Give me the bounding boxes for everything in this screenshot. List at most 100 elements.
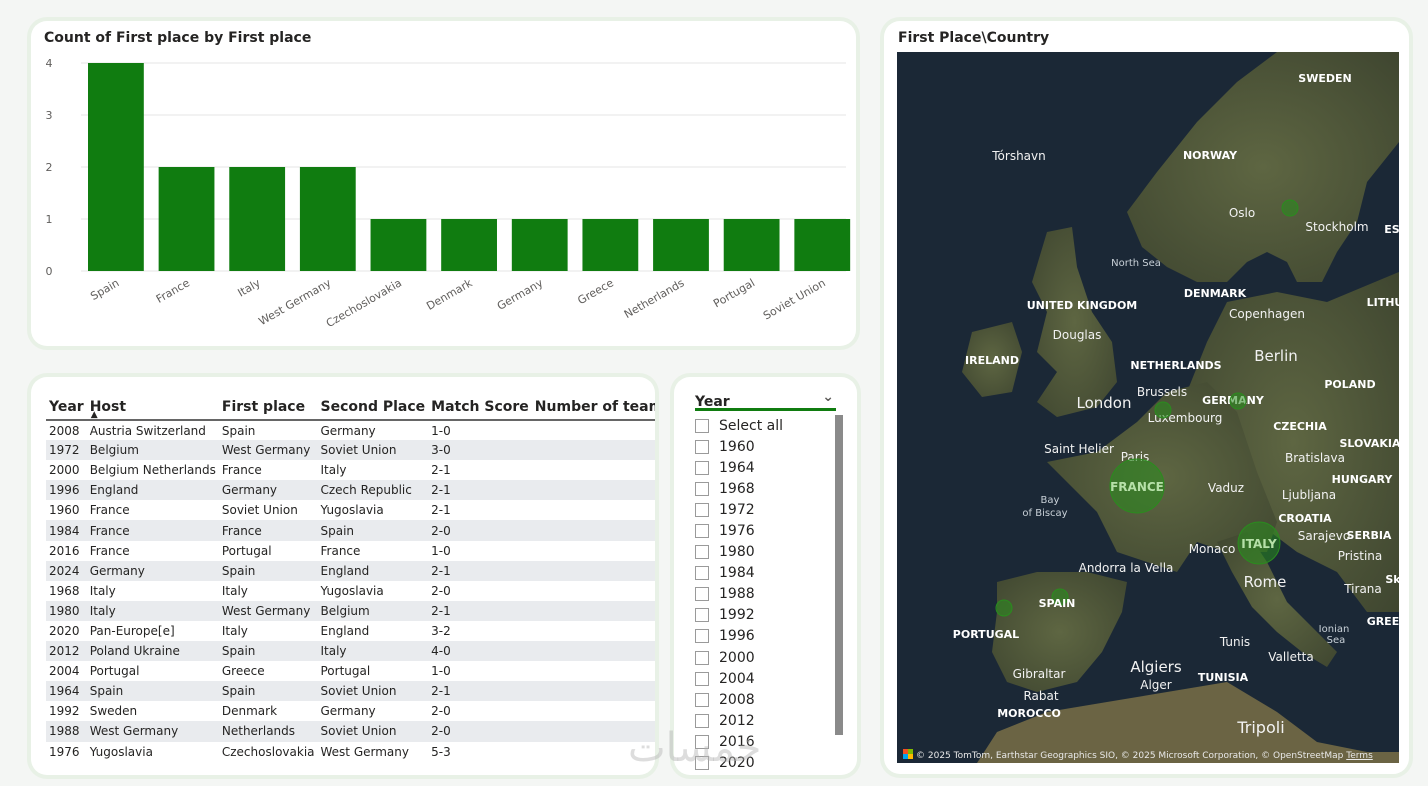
table-row[interactable]: 2016 France Portugal France 1-0 24 bbox=[46, 541, 655, 561]
checkbox[interactable] bbox=[695, 756, 709, 770]
table-cell: 2-0 bbox=[431, 583, 451, 598]
checkbox[interactable] bbox=[695, 566, 709, 581]
slicer-item-1964[interactable]: 1964 bbox=[695, 457, 835, 478]
checkbox[interactable] bbox=[695, 608, 709, 623]
slicer-item-1972[interactable]: 1972 bbox=[695, 499, 835, 520]
slicer-item-2016[interactable]: 2016 bbox=[695, 731, 835, 752]
col-header-year[interactable]: Year bbox=[46, 390, 87, 421]
table-row[interactable]: 2020 Pan-Europe[e] Italy England 3-2 24 bbox=[46, 621, 655, 641]
table-row[interactable]: 1988 West Germany Netherlands Soviet Union 2… bbox=[46, 721, 655, 742]
y-tick-label: 4 bbox=[46, 57, 53, 70]
bar-chart-card[interactable]: Count of First place by First place 0 1 2 3… bbox=[31, 21, 856, 346]
slicer-item-1996[interactable]: 1996 bbox=[695, 626, 835, 647]
checkbox[interactable] bbox=[695, 418, 709, 433]
land-scandinavia bbox=[1127, 52, 1399, 282]
bar-netherlands[interactable] bbox=[653, 219, 709, 271]
slicer-item-2004[interactable]: 2004 bbox=[695, 668, 835, 689]
portugal-bubble[interactable] bbox=[995, 599, 1013, 617]
slicer-item-select-all[interactable]: Select all bbox=[695, 415, 835, 436]
chevron-down-icon[interactable]: ⌄ bbox=[822, 389, 834, 405]
checkbox[interactable] bbox=[695, 439, 709, 454]
slicer-item-label: 2000 bbox=[719, 649, 755, 666]
bar-west-germany[interactable] bbox=[299, 167, 356, 271]
slicer-item-2008[interactable]: 2008 bbox=[695, 689, 835, 710]
bar-portugal[interactable] bbox=[723, 219, 780, 271]
bar-spain[interactable] bbox=[88, 63, 144, 271]
bar-greece[interactable] bbox=[582, 219, 639, 271]
slicer-item-1988[interactable]: 1988 bbox=[695, 584, 835, 605]
bar-italy[interactable] bbox=[229, 167, 286, 271]
slicer-item-1984[interactable]: 1984 bbox=[695, 563, 835, 584]
slicer-item-2020[interactable]: 2020 bbox=[695, 753, 835, 770]
table-cell: Netherlands bbox=[218, 721, 318, 742]
table-cell: 24 bbox=[532, 541, 655, 561]
map-title: First Place\Country bbox=[898, 30, 1050, 46]
slicer-header[interactable]: Year ⌄ bbox=[695, 389, 836, 411]
col-header-first-place[interactable]: First place bbox=[218, 390, 318, 421]
checkbox[interactable] bbox=[695, 629, 709, 644]
table-cell: 8 bbox=[531, 721, 655, 742]
checkbox[interactable] bbox=[695, 545, 709, 560]
col-header-match-score[interactable]: Match Score bbox=[428, 390, 532, 421]
checkbox[interactable] bbox=[695, 502, 709, 517]
bar-france[interactable] bbox=[158, 167, 215, 271]
checkbox[interactable] bbox=[695, 460, 709, 475]
slicer-item-2012[interactable]: 2012 bbox=[695, 710, 835, 731]
checkbox[interactable] bbox=[695, 734, 709, 749]
table-row[interactable]: 2000 Belgium Netherlands France Italy 2-1 16 bbox=[46, 460, 655, 480]
slicer-item-1976[interactable]: 1976 bbox=[695, 520, 835, 541]
table-row[interactable]: 1976 Yugoslavia Czechoslovakia West Germany… bbox=[46, 742, 655, 762]
germany-bubble[interactable] bbox=[1229, 392, 1247, 410]
year-slicer-card[interactable]: Year ⌄ Select all 1960 1964 1968 1972 1976 198… bbox=[674, 377, 857, 775]
slicer-scrollbar[interactable] bbox=[835, 415, 843, 735]
checkbox[interactable] bbox=[695, 692, 709, 707]
bar-germany[interactable] bbox=[511, 219, 568, 271]
checkbox[interactable] bbox=[695, 713, 709, 728]
table-row[interactable]: 1968 Italy Italy Yugoslavia 2-0 4 bbox=[46, 581, 655, 601]
bar-denmark[interactable] bbox=[441, 219, 497, 271]
france-bubble[interactable] bbox=[1109, 458, 1165, 514]
denmark-bubble[interactable] bbox=[1281, 199, 1299, 217]
bar-czechoslovakia[interactable] bbox=[370, 219, 427, 271]
table-card[interactable]: Year Host ▲ First place Second Place Matc… bbox=[31, 377, 655, 775]
table-row[interactable]: 2008 Austria Switzerland Spain Germany 1-0 16 bbox=[46, 420, 655, 440]
slicer-item-1980[interactable]: 1980 bbox=[695, 542, 835, 563]
netherlands-bubble[interactable] bbox=[1154, 401, 1172, 419]
table-cell: France bbox=[89, 543, 130, 558]
map-card[interactable]: First Place\Country bbox=[884, 21, 1409, 774]
slicer-item-1992[interactable]: 1992 bbox=[695, 605, 835, 626]
checkbox[interactable] bbox=[695, 524, 709, 539]
table-row[interactable]: 2004 Portugal Greece Portugal 1-0 16 bbox=[46, 661, 655, 681]
italy-bubble[interactable] bbox=[1237, 521, 1281, 565]
checkbox[interactable] bbox=[695, 650, 709, 665]
slicer-item-1968[interactable]: 1968 bbox=[695, 478, 835, 499]
bar-soviet-union[interactable] bbox=[794, 219, 851, 271]
table-cell: 16 bbox=[532, 661, 655, 681]
slicer-item-2000[interactable]: 2000 bbox=[695, 647, 835, 668]
map-label-portugal: PORTUGAL bbox=[953, 628, 1019, 641]
slicer-item-1960[interactable]: 1960 bbox=[695, 436, 835, 457]
data-table[interactable]: Year Host ▲ First place Second Place Matc… bbox=[46, 390, 655, 762]
map-terms-link[interactable]: Terms bbox=[1346, 751, 1373, 761]
table-row[interactable]: 1960 France Soviet Union Yugoslavia 2-1 4 bbox=[46, 500, 655, 520]
col-header-second-place[interactable]: Second Place bbox=[317, 390, 429, 421]
checkbox[interactable] bbox=[695, 671, 709, 686]
col-header-number-of-teams[interactable]: Number of teams bbox=[531, 390, 655, 421]
slicer-list[interactable]: Select all 1960 1964 1968 1972 1976 1980 1984 19… bbox=[695, 415, 835, 770]
slicer-item-label: 2020 bbox=[719, 755, 755, 770]
satellite-map[interactable]: SWEDEN NORWAY Tórshavn Oslo Stockholm ES North… bbox=[897, 52, 1399, 763]
checkbox[interactable] bbox=[695, 481, 709, 496]
spain-bubble[interactable] bbox=[1051, 588, 1069, 606]
map-view[interactable]: SWEDEN NORWAY Tórshavn Oslo Stockholm ES North… bbox=[897, 52, 1399, 763]
checkbox[interactable] bbox=[695, 587, 709, 602]
col-header-host[interactable]: Host ▲ bbox=[86, 390, 219, 421]
table-row[interactable]: 1992 Sweden Denmark Germany 2-0 8 bbox=[46, 701, 655, 721]
